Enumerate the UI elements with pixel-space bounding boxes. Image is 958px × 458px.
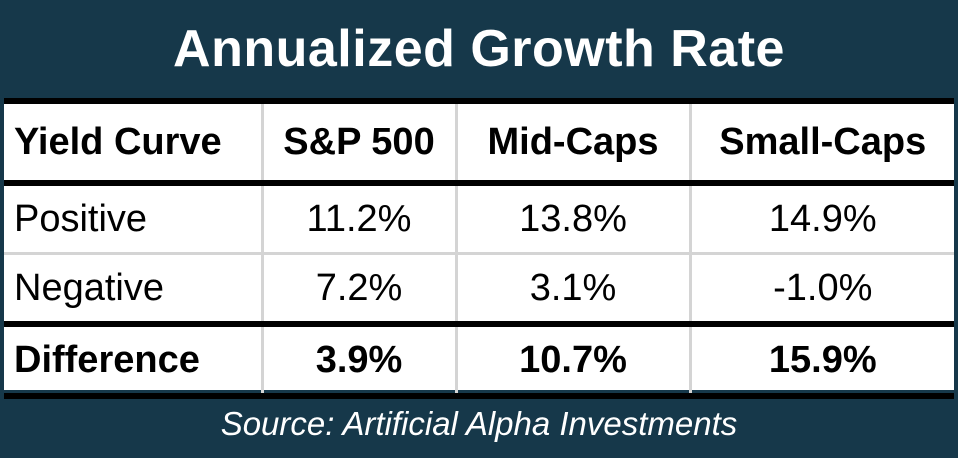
table-row-negative: Negative 7.2% 3.1% -1.0%: [4, 253, 954, 324]
table-cell: 3.9%: [260, 321, 456, 399]
column-header-small-caps: Small-Caps: [688, 98, 954, 186]
column-header-yield-curve: Yield Curve: [4, 98, 262, 186]
source-caption: Source: Artificial Alpha Investments: [220, 405, 738, 442]
growth-rate-table: Yield Curve S&P 500 Mid-Caps Small-Caps …: [4, 98, 954, 399]
row-label: Positive: [4, 183, 262, 255]
table-cell: 14.9%: [688, 183, 954, 255]
column-header-mid-caps: Mid-Caps: [454, 98, 690, 186]
header-row: Yield Curve S&P 500 Mid-Caps Small-Caps: [4, 98, 954, 186]
table-cell: 7.2%: [260, 253, 456, 324]
table-cell: 13.8%: [454, 183, 690, 255]
row-label: Difference: [4, 321, 262, 399]
table-row-difference: Difference 3.9% 10.7% 15.9%: [4, 321, 954, 399]
table-cell: 10.7%: [454, 321, 690, 399]
table-cell: 11.2%: [260, 183, 456, 255]
table-cell: 3.1%: [454, 253, 690, 324]
row-label: Negative: [14, 266, 164, 309]
data-table-container: Yield Curve S&P 500 Mid-Caps Small-Caps …: [4, 98, 954, 399]
table-title: Annualized Growth Rate: [173, 20, 785, 78]
column-header-sp500: S&P 500: [260, 98, 456, 186]
table-cell: 15.9%: [688, 321, 954, 399]
table-cell: -1.0%: [688, 253, 954, 324]
table-row-positive: Positive 11.2% 13.8% 14.9%: [4, 183, 954, 255]
